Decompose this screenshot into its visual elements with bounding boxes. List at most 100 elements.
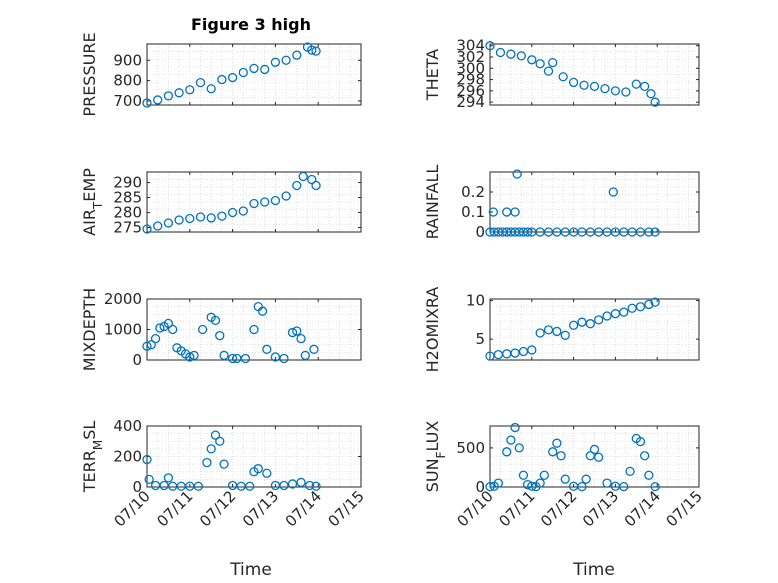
data-point xyxy=(153,95,163,105)
y-tick-label: 900 xyxy=(113,51,142,69)
data-point xyxy=(548,57,558,68)
data-point xyxy=(150,333,161,344)
y-tick-label: 0.1 xyxy=(461,203,485,221)
y-tick-label: 0 xyxy=(475,223,485,241)
data-point xyxy=(495,47,506,58)
data-point xyxy=(535,478,545,488)
data-point xyxy=(270,57,281,67)
data-point xyxy=(155,323,165,333)
data-point xyxy=(174,215,184,225)
x-tick-label: 07/13 xyxy=(579,487,622,530)
data-point xyxy=(646,89,656,99)
data-point xyxy=(142,341,152,351)
data-point xyxy=(543,66,554,76)
y-tick-label: 500 xyxy=(456,439,485,457)
data-point xyxy=(206,444,216,454)
x-tick-label: 07/13 xyxy=(239,487,282,530)
data-point xyxy=(292,50,302,60)
data-point xyxy=(296,333,306,344)
y-tick-label: 700 xyxy=(113,92,142,110)
x-tick-label: 07/14 xyxy=(282,487,325,530)
data-point xyxy=(522,227,533,237)
y-tick-label: 10 xyxy=(466,292,485,310)
x-tick-label: 07/12 xyxy=(537,487,580,530)
data-point xyxy=(558,72,568,82)
y-tick-label: 280 xyxy=(113,204,142,222)
data-point xyxy=(227,353,238,364)
subplot-7: 050007/1007/1107/1207/1307/1407/15SUNFLU… xyxy=(423,421,706,531)
data-point xyxy=(568,77,579,88)
data-point xyxy=(193,481,204,491)
data-point xyxy=(217,74,227,85)
data-point xyxy=(292,326,302,336)
data-point xyxy=(287,327,298,338)
y-tick-label: 2000 xyxy=(104,290,142,308)
data-point xyxy=(260,64,270,75)
y-tick-label: 400 xyxy=(113,417,142,435)
data-point xyxy=(621,87,631,97)
y-axis-label: AIRTEMP xyxy=(80,168,105,236)
subplot-0: 700 800 900 PRESSURE xyxy=(80,32,362,117)
data-point xyxy=(635,436,646,447)
data-point xyxy=(185,352,195,362)
data-point xyxy=(262,344,272,354)
data-point xyxy=(644,470,654,480)
y-tick-label: 304 xyxy=(456,37,485,55)
data-point xyxy=(650,297,660,307)
data-point xyxy=(581,474,591,484)
data-point xyxy=(527,55,537,65)
data-point xyxy=(485,481,495,492)
data-point xyxy=(556,451,566,461)
data-point xyxy=(146,340,156,350)
data-point xyxy=(560,330,570,340)
figure-title: Figure 3 high xyxy=(191,15,311,34)
y-tick-label: 294 xyxy=(456,93,485,111)
data-point xyxy=(287,479,298,489)
data-point xyxy=(602,478,612,488)
data-point xyxy=(197,324,208,335)
x-tick-label: 07/12 xyxy=(196,487,239,530)
data-point xyxy=(142,224,152,234)
data-point xyxy=(552,326,562,337)
data-point xyxy=(309,344,319,354)
data-point xyxy=(485,41,495,51)
data-point xyxy=(215,330,225,341)
data-point xyxy=(493,478,504,488)
data-point xyxy=(153,221,163,231)
data-point xyxy=(262,468,272,478)
data-point xyxy=(631,79,641,89)
data-point xyxy=(279,353,289,364)
y-axis-label: RAINFALL xyxy=(423,165,442,240)
data-point xyxy=(163,318,174,329)
data-point xyxy=(253,464,263,474)
data-point xyxy=(488,207,498,217)
data-point xyxy=(568,320,579,330)
subplot-4: 0 1000 2000 MIXDEPTH xyxy=(80,288,362,371)
y-tick-label: 290 xyxy=(113,174,142,192)
data-point xyxy=(219,350,229,361)
data-point xyxy=(518,470,529,480)
data-point xyxy=(260,197,270,207)
data-point xyxy=(163,218,174,228)
data-point xyxy=(535,59,545,69)
data-point xyxy=(270,352,281,362)
axes-box xyxy=(489,425,700,488)
data-point xyxy=(144,474,154,485)
data-point xyxy=(527,345,537,355)
data-point xyxy=(249,324,259,335)
y-tick-label: 200 xyxy=(113,448,142,466)
y-axis-label: TERRMSL xyxy=(80,421,105,494)
data-point xyxy=(168,324,178,335)
data-point xyxy=(189,350,199,361)
data-point xyxy=(279,480,289,491)
data-point xyxy=(240,353,251,364)
data-point xyxy=(589,81,600,92)
axes-box xyxy=(146,43,362,106)
data-point xyxy=(510,207,520,217)
data-point xyxy=(195,212,206,222)
data-point xyxy=(579,80,589,90)
